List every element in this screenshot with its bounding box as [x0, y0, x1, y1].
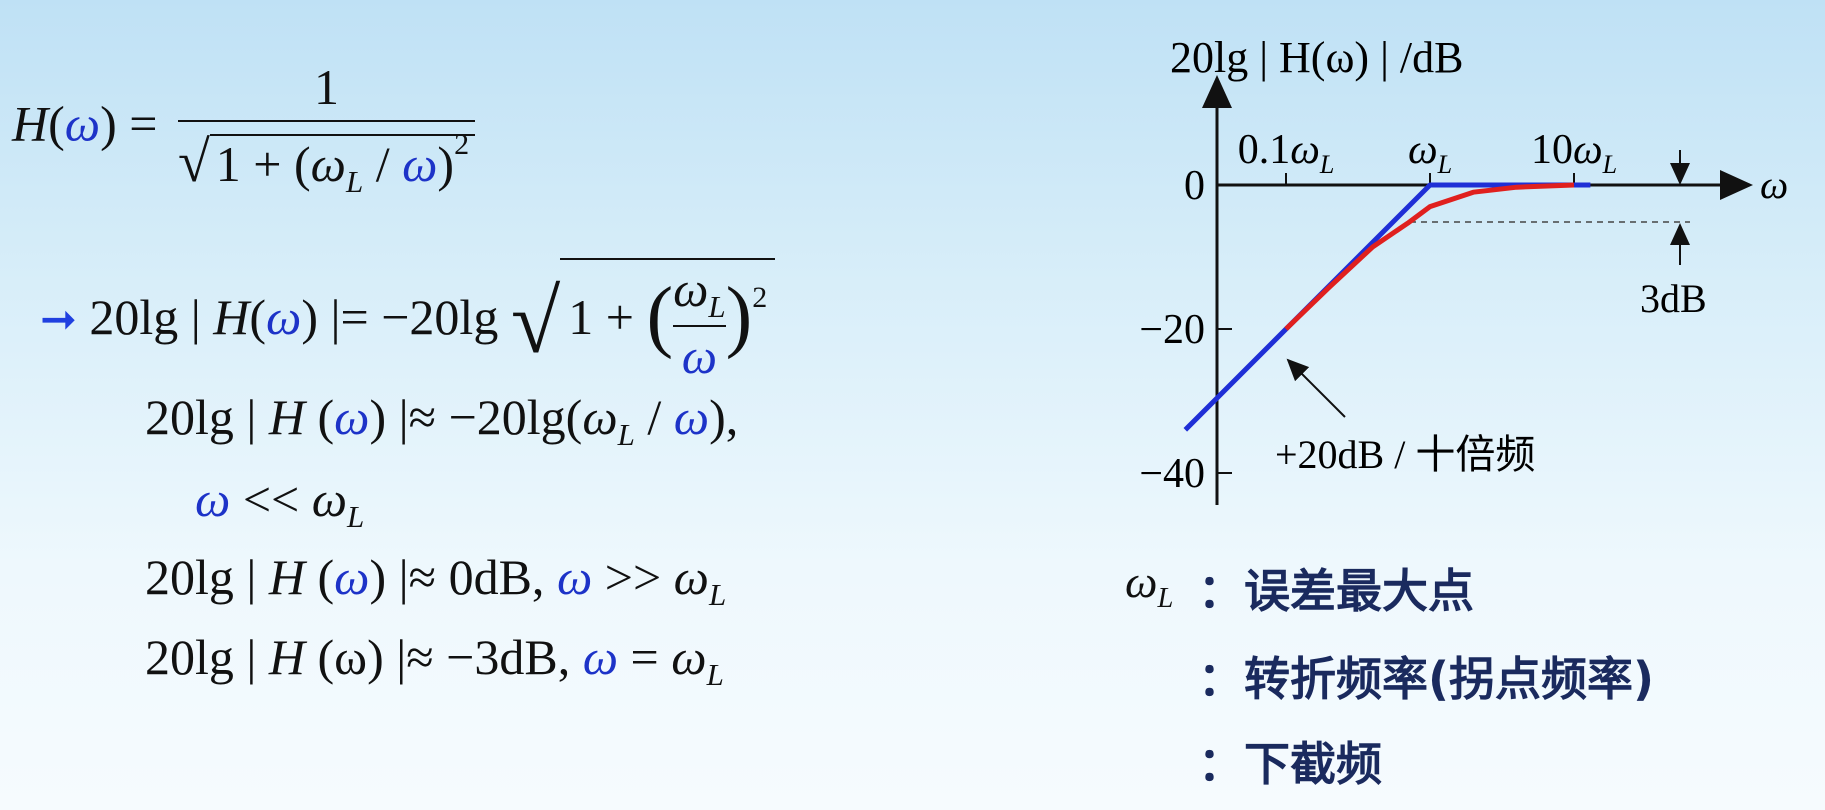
approx-corner: 20lg | H (ω) |≈ −3dB, ω = ωL: [145, 629, 724, 692]
actual-series: [1284, 182, 1575, 331]
formula-log-magnitude: ➞ 20lg | H(ω) |= −20lg √ 1 + (ωL ω)2: [40, 258, 776, 385]
note-corner-frequency: ：转折频率(拐点频率): [1198, 652, 1655, 706]
bode-plot: 20lg | H(ω) | /dB ω 0.1ωL ωL 10ωL 0−20−40 …: [1139, 33, 1788, 505]
y-axis-label: 20lg | H(ω) | /dB: [1170, 33, 1463, 82]
arrow-icon: ➞: [40, 293, 77, 345]
y-tick-label: −20: [1139, 307, 1205, 353]
omega-l-symbol: ωL: [1125, 556, 1174, 614]
slope-pointer: [1286, 358, 1346, 418]
slope-label: +20dB / 十倍频: [1275, 432, 1535, 477]
y-tick-label: −40: [1139, 451, 1205, 497]
approx-low: 20lg | H (ω) |≈ −20lg(ωL / ω),: [145, 389, 739, 452]
x-tick-label: 10ωL: [1531, 127, 1617, 179]
note-lower-cutoff: ：下截频: [1198, 737, 1382, 791]
asymptote-series: [1183, 182, 1591, 432]
x-tick-label: ωL: [1408, 127, 1452, 179]
numerator: 1: [314, 59, 339, 115]
y-tick-label: 0: [1184, 163, 1205, 209]
x-axis-label: ω: [1760, 162, 1788, 207]
approx-high: 20lg | H (ω) |≈ 0dB, ω >> ωL: [145, 549, 727, 612]
formula-transfer-function: H(ω) = 1 √ 1 + (ωL / ω)2: [12, 58, 476, 200]
condition-low: ω << ωL: [195, 471, 365, 534]
x-tick-label: 0.1ωL: [1238, 127, 1335, 179]
note-max-error: ：误差最大点: [1198, 564, 1474, 618]
gap-label: 3dB: [1640, 276, 1707, 321]
